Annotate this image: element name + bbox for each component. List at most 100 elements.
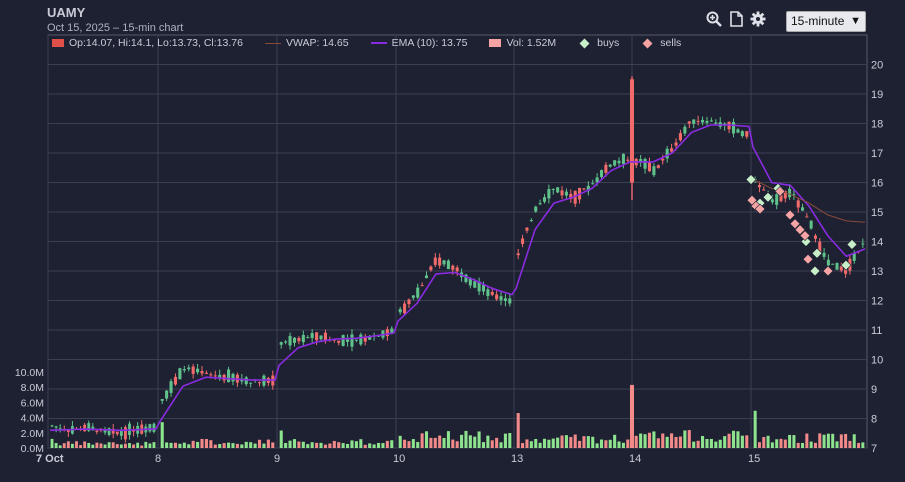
y-tick-label: 16	[871, 178, 883, 190]
volume-bar	[634, 435, 638, 448]
legend-ohlc-text: Op:14.07, Hi:14.1, Lo:13.73, Cl:13.76	[69, 37, 243, 49]
candle	[319, 335, 323, 340]
candle	[107, 428, 111, 436]
candle	[169, 381, 173, 393]
candle	[390, 328, 394, 333]
volume-bar	[354, 441, 358, 448]
volume-bar	[495, 437, 499, 448]
volume-bar	[363, 444, 367, 448]
y-tick-label: 7	[871, 443, 877, 455]
volume-bar	[420, 433, 424, 448]
candle	[599, 170, 604, 177]
volume-bar	[569, 437, 573, 448]
candle	[608, 164, 612, 167]
volume-bar	[310, 442, 314, 448]
volume-bar	[639, 433, 643, 448]
legend-ema-text: EMA (10): 13.75	[391, 37, 468, 49]
candle	[731, 122, 736, 134]
volume-bar	[857, 442, 861, 448]
volume-tick-label: 0.0M	[21, 443, 44, 455]
volume-bar	[315, 442, 319, 448]
candle	[297, 337, 301, 342]
volume-bar	[460, 434, 464, 448]
candle	[839, 266, 843, 271]
candle	[665, 148, 669, 159]
volume-bar	[617, 441, 621, 448]
volume-tick-label: 6.0M	[21, 397, 44, 409]
candle	[165, 390, 169, 399]
candle	[701, 119, 705, 123]
volume-bar	[411, 439, 415, 448]
volume-bar	[182, 442, 186, 448]
gear-icon[interactable]	[750, 11, 766, 27]
candle	[521, 238, 525, 244]
candle	[481, 285, 486, 292]
volume-bar	[341, 443, 345, 448]
volume-bar	[284, 443, 288, 448]
chart-toolbar	[706, 11, 766, 27]
volume-bar	[626, 439, 630, 448]
volume-bar	[525, 439, 529, 448]
candle	[292, 337, 297, 343]
candle	[822, 252, 826, 257]
volume-bar	[119, 444, 123, 448]
volume-bar	[385, 440, 389, 448]
candle	[499, 296, 503, 301]
candle	[670, 148, 674, 152]
legend-sells: sells	[641, 37, 681, 49]
buy-marker	[846, 239, 858, 250]
volume-bar	[279, 430, 283, 448]
candle	[187, 367, 191, 370]
candle	[652, 166, 656, 176]
volume-bar	[705, 438, 709, 448]
volume-bar	[573, 434, 577, 448]
volume-bar	[792, 435, 796, 448]
volume-bar	[204, 439, 208, 448]
candle	[835, 262, 839, 270]
volume-bar	[683, 430, 687, 448]
document-icon[interactable]	[728, 11, 744, 27]
candle	[227, 369, 231, 383]
volume-bar	[446, 431, 450, 448]
buys-swatch	[579, 38, 590, 48]
candle	[468, 278, 472, 286]
volume-bar	[169, 442, 173, 448]
candle	[556, 187, 560, 193]
candle	[643, 159, 647, 169]
volume-bar	[551, 438, 555, 448]
volume-bar	[542, 438, 547, 448]
volume-bar	[79, 445, 83, 448]
legend-buys: buys	[578, 37, 619, 49]
candle	[560, 190, 564, 196]
volume-bar	[83, 441, 87, 448]
interval-select[interactable]: 15-minute ▼	[786, 11, 866, 32]
candle	[132, 430, 136, 432]
volume-bar	[227, 442, 231, 448]
volume-bar	[560, 435, 564, 448]
candle	[182, 369, 186, 371]
volume-bar	[661, 433, 665, 448]
sell-marker	[822, 265, 834, 277]
legend-volume-text: Vol: 1.52M	[506, 37, 557, 49]
volume-bar	[213, 444, 217, 448]
volume-bar	[424, 431, 429, 448]
vwap-swatch	[264, 42, 281, 44]
candle	[119, 430, 123, 436]
candle	[639, 159, 643, 163]
candle	[477, 281, 481, 292]
volume-bar	[839, 434, 843, 448]
volume-bar	[66, 441, 70, 448]
x-tick-label: 14	[629, 453, 641, 465]
volume-bar	[831, 433, 835, 448]
zoom-in-icon[interactable]	[706, 11, 722, 27]
volume-bar	[477, 431, 481, 448]
candle	[416, 287, 420, 298]
candle	[818, 241, 822, 253]
candle	[337, 340, 341, 343]
candle	[50, 425, 54, 427]
volume-bar	[599, 439, 604, 448]
candle	[696, 120, 700, 122]
legend-sells-text: sells	[660, 37, 682, 49]
volume-bar	[582, 436, 586, 448]
